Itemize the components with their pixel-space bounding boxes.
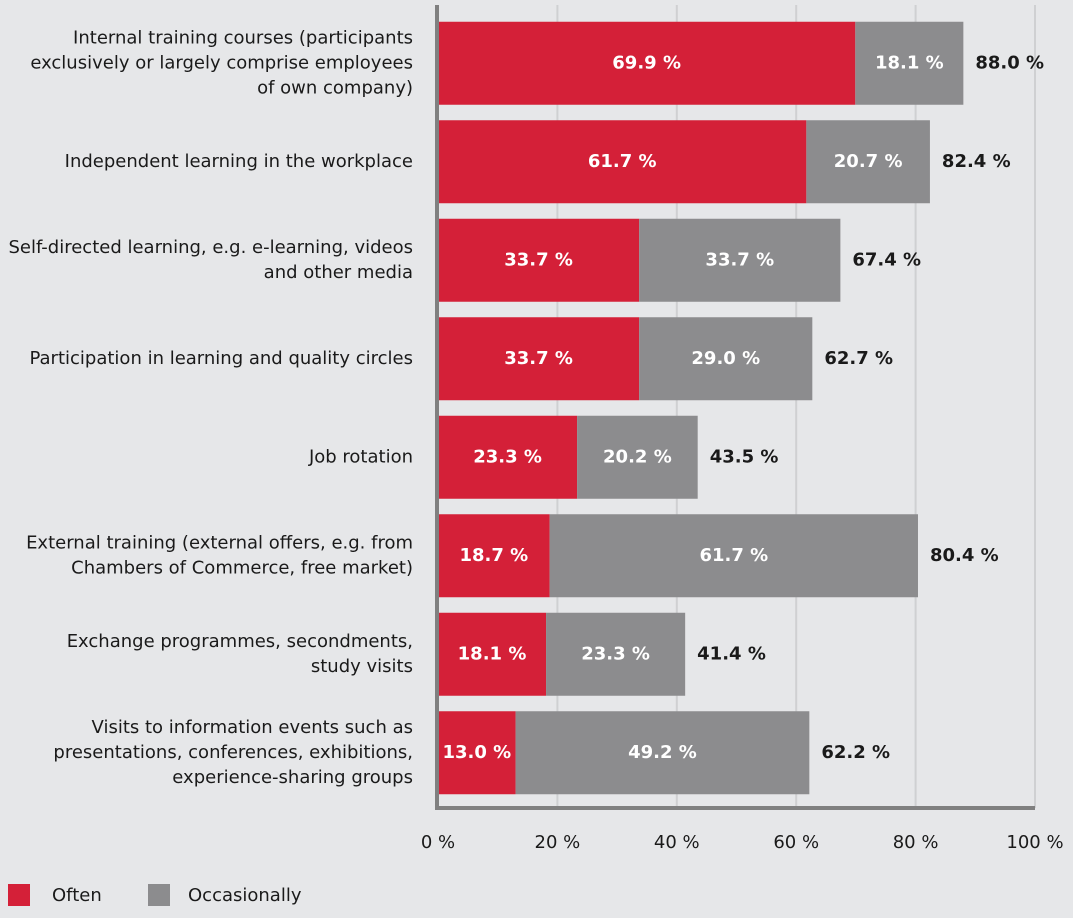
category-label: Participation in learning and quality ci… — [29, 348, 413, 369]
value-label: 18.7 % — [459, 545, 528, 566]
category-label: External training (external offers, e.g.… — [26, 532, 413, 578]
x-tick-label: 0 % — [421, 832, 455, 853]
value-label: 69.9 % — [612, 52, 681, 73]
bar-segment — [515, 711, 810, 795]
value-label: 13.0 % — [442, 742, 511, 763]
total-label: 43.5 % — [710, 446, 779, 467]
value-label: 23.3 % — [473, 446, 542, 467]
bar-segment — [806, 120, 930, 204]
bar-segment — [438, 415, 578, 499]
bar-segment — [577, 415, 698, 499]
bar-segment — [438, 317, 640, 401]
total-label: 82.4 % — [942, 151, 1011, 172]
value-label: 18.1 % — [458, 643, 527, 664]
category-label: Exchange programmes, secondments, study v… — [67, 631, 413, 677]
x-tick-label: 80 % — [893, 832, 939, 853]
bar-segment — [438, 218, 640, 302]
total-label: 67.4 % — [852, 249, 921, 270]
value-label: 23.3 % — [581, 643, 650, 664]
legend-label: Occasionally — [188, 885, 302, 906]
x-tick-label: 40 % — [654, 832, 700, 853]
category-label: Job rotation — [308, 446, 413, 467]
value-label: 20.7 % — [834, 151, 903, 172]
category-label: Self-directed learning, e.g. e-learning,… — [8, 237, 413, 283]
bar-segment — [438, 514, 550, 598]
bar-segment — [438, 120, 807, 204]
bar-segment — [438, 711, 516, 795]
total-label: 80.4 % — [930, 545, 999, 566]
x-tick-label: 100 % — [1006, 832, 1063, 853]
bar-segment — [546, 612, 686, 696]
category-label: Visits to information events such as pres… — [53, 717, 413, 788]
total-label: 41.4 % — [697, 643, 766, 664]
total-label: 62.2 % — [821, 742, 890, 763]
value-label: 61.7 % — [699, 545, 768, 566]
value-label: 20.2 % — [603, 446, 672, 467]
bar-segment — [639, 218, 841, 302]
x-tick-label: 60 % — [773, 832, 819, 853]
legend-swatch — [8, 884, 30, 906]
value-label: 33.7 % — [504, 249, 573, 270]
bar-segment — [549, 514, 918, 598]
value-label: 49.2 % — [628, 742, 697, 763]
bar-segment — [438, 21, 856, 105]
legend-swatch — [148, 884, 170, 906]
category-label: Internal training courses (participants e… — [30, 27, 413, 98]
value-label: 33.7 % — [705, 249, 774, 270]
bar-segment — [438, 612, 547, 696]
bar-segment — [855, 21, 964, 105]
total-label: 88.0 % — [975, 52, 1044, 73]
value-label: 29.0 % — [691, 348, 760, 369]
legend-label: Often — [52, 885, 102, 906]
value-label: 33.7 % — [504, 348, 573, 369]
value-label: 18.1 % — [875, 52, 944, 73]
value-label: 61.7 % — [588, 151, 657, 172]
bar-segment — [639, 317, 813, 401]
x-tick-label: 20 % — [535, 832, 581, 853]
category-label: Independent learning in the workplace — [65, 151, 413, 172]
total-label: 62.7 % — [824, 348, 893, 369]
